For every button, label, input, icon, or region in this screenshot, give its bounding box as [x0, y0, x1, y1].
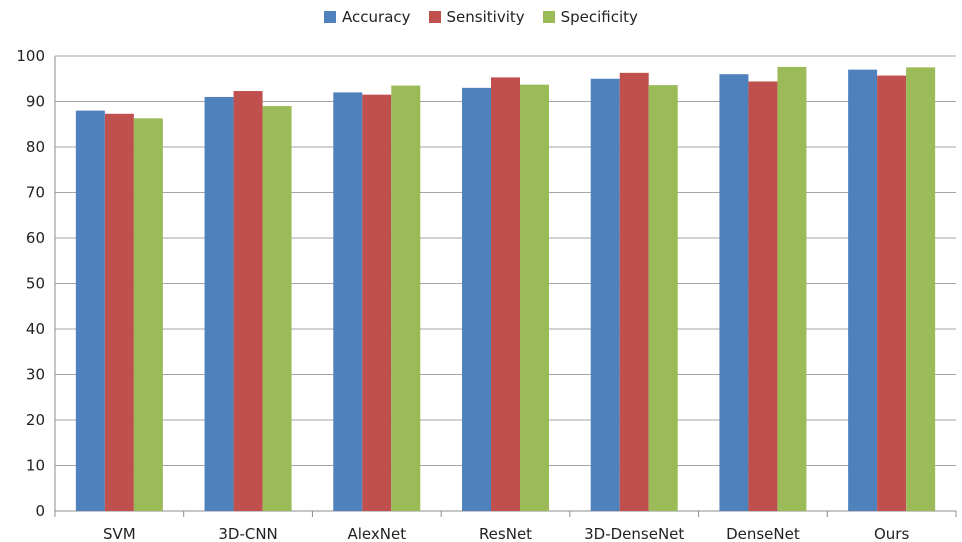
y-tick-label: 50 [26, 275, 45, 293]
bar-sensitivity-ours [877, 75, 907, 511]
y-tick-label: 80 [26, 138, 45, 156]
x-tick-label: ResNet [479, 525, 532, 542]
legend-item-accuracy: Accuracy [324, 8, 411, 26]
bar-accuracy-resnet [462, 87, 491, 511]
bar-accuracy-ours [848, 69, 878, 512]
x-tick-label: Ours [874, 525, 909, 542]
x-tick-label: 3D-CNN [218, 525, 277, 542]
legend-swatch-specificity [542, 11, 555, 23]
y-tick-label: 20 [26, 411, 45, 429]
x-tick-label: SVM [103, 525, 136, 542]
legend-item-sensitivity: Sensitivity [428, 8, 525, 26]
legend-swatch-accuracy [324, 11, 337, 23]
bar-accuracy-alexnet [333, 92, 363, 512]
bar-accuracy-3d-cnn [204, 96, 234, 511]
bar-specificity-alexnet [391, 85, 421, 511]
legend-label-specificity: Specificity [560, 8, 638, 26]
legend-item-specificity: Specificity [542, 8, 638, 26]
bar-specificity-svm [133, 118, 163, 512]
legend-label-sensitivity: Sensitivity [446, 8, 525, 26]
y-tick-label: 70 [26, 184, 45, 202]
x-tick-label: DenseNet [726, 525, 800, 542]
bar-accuracy-svm [75, 110, 105, 511]
legend-swatch-sensitivity [428, 11, 441, 23]
bar-specificity-resnet [520, 84, 549, 511]
y-tick-label: 30 [26, 366, 45, 384]
y-tick-label: 40 [26, 320, 45, 338]
bar-accuracy-densenet [719, 74, 749, 511]
bar-accuracy-3d-densenet [590, 78, 620, 511]
y-tick-label: 60 [26, 229, 45, 247]
bar-sensitivity-3d-densenet [619, 72, 649, 512]
y-tick-label: 10 [26, 457, 45, 475]
x-tick-label: AlexNet [347, 525, 406, 542]
y-tick-label: 90 [26, 93, 45, 111]
bar-sensitivity-3d-cnn [233, 91, 263, 511]
bar-specificity-densenet [777, 66, 807, 512]
bar-specificity-3d-densenet [648, 85, 678, 512]
bar-sensitivity-alexnet [362, 94, 392, 512]
y-tick-label: 100 [16, 47, 45, 65]
bar-specificity-ours [906, 67, 936, 511]
legend: Accuracy Sensitivity Specificity [0, 8, 962, 26]
bar-specificity-3d-cnn [262, 106, 292, 512]
legend-label-accuracy: Accuracy [342, 8, 411, 26]
x-tick-label: 3D-DenseNet [584, 525, 684, 542]
bar-sensitivity-resnet [491, 77, 520, 511]
y-tick-label: 0 [35, 502, 45, 520]
bar-sensitivity-svm [104, 113, 134, 511]
bar-sensitivity-densenet [748, 81, 778, 511]
